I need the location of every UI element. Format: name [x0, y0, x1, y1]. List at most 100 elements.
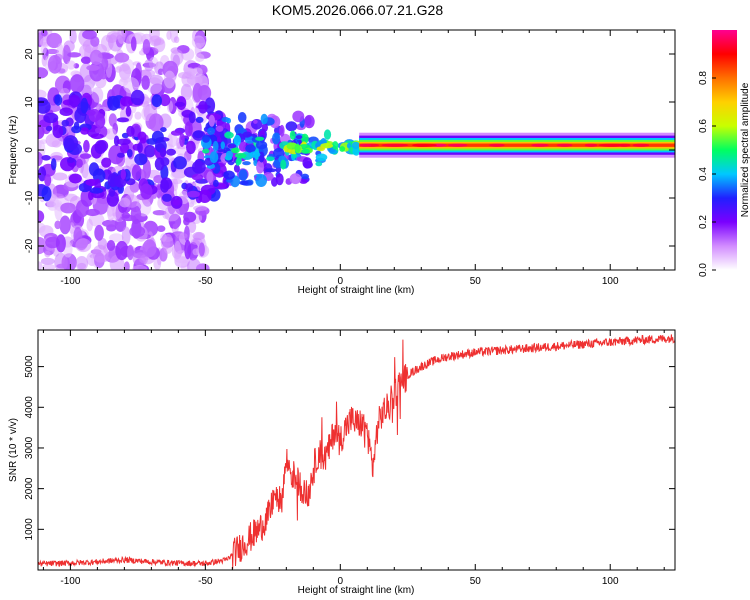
heatmap-cell: [44, 174, 52, 187]
heatmap-cell: [38, 124, 45, 140]
heatmap-cell: [52, 124, 64, 139]
heatmap-cell: [171, 244, 183, 260]
heatmap-cell: [255, 136, 265, 141]
heatmap-cell: [489, 143, 505, 147]
heatmap-cell: [146, 138, 158, 145]
heatmap-cell: [107, 95, 120, 111]
heatmap-cell: [265, 168, 277, 173]
heatmap-cell: [130, 89, 145, 106]
heatmap-cell: [208, 114, 215, 127]
heatmap-cell: [149, 30, 160, 42]
heatmap-cell: [64, 193, 78, 202]
heatmap-cell: [126, 125, 135, 137]
y-tick-label: 5000: [24, 355, 35, 378]
heatmap-cell: [107, 173, 119, 188]
heatmap-cell: [170, 130, 183, 136]
heatmap-cell: [45, 125, 53, 132]
heatmap-cell: [352, 146, 361, 156]
heatmap-cell: [71, 125, 82, 134]
heatmap-cell: [115, 240, 129, 261]
heatmap-cell: [137, 142, 143, 154]
colorbar-ticks: 0.0 0.2 0.4 0.6 0.8: [698, 71, 716, 277]
heatmap-cell: [134, 153, 148, 166]
x-tick-label: 0: [338, 276, 344, 287]
heatmap-cell: [166, 148, 176, 156]
heatmap-cell: [184, 239, 192, 260]
heatmap-cell: [231, 147, 240, 154]
heatmap-cell: [159, 147, 167, 158]
heatmap-cell: [206, 171, 214, 183]
heatmap-cell: [90, 133, 104, 140]
heatmap-cell: [173, 36, 180, 44]
heatmap-cell: [46, 32, 62, 49]
heatmap-cell: [245, 144, 256, 153]
spectrogram-x-axis-label: Height of straight line (km): [298, 285, 415, 296]
heatmap-cell: [159, 94, 171, 107]
colorbar-label: Normalized spectral amplitude: [740, 82, 750, 217]
heatmap-cell: [68, 173, 82, 184]
heatmap-cell: [38, 151, 43, 167]
heatmap-cell: [224, 131, 234, 139]
heatmap-cell: [220, 141, 225, 150]
heatmap-cell: [44, 250, 51, 258]
snr-panel: -100 -50 0 50 100 1000 2000 3000 4000 5000 Height…: [8, 329, 676, 596]
heatmap-cell: [130, 36, 137, 51]
heatmap-cell: [166, 30, 172, 40]
heatmap-cell: [61, 119, 70, 127]
heatmap-cell: [66, 157, 75, 163]
heatmap-cell: [45, 48, 59, 55]
heatmap-cell: [226, 117, 231, 124]
heatmap-cell: [193, 130, 204, 139]
heatmap-cell: [79, 153, 92, 159]
heatmap-cell: [235, 158, 241, 166]
heatmap-cell: [92, 168, 106, 183]
heatmap-cell: [116, 138, 131, 145]
x-tick-label: 50: [470, 276, 482, 287]
heatmap-cell: [126, 149, 133, 158]
heatmap-cell: [234, 152, 247, 159]
heatmap-cell: [80, 56, 92, 64]
heatmap-cell: [301, 173, 309, 180]
heatmap-cell: [132, 252, 148, 266]
heatmap-cell: [54, 94, 63, 106]
heatmap-cell: [148, 113, 164, 132]
heatmap-cell: [617, 143, 631, 147]
heatmap-cell: [41, 155, 51, 161]
heatmap-cell: [118, 63, 131, 81]
colorbar-tick-label: 0.0: [698, 263, 709, 277]
x-tick-label: 100: [602, 276, 619, 287]
heatmap-cell: [129, 225, 146, 238]
heatmap-cell: [38, 210, 45, 223]
heatmap-cell: [198, 189, 212, 203]
colorbar-gradient: [712, 30, 737, 270]
heatmap-cell: [253, 119, 258, 124]
heatmap-cell: [152, 210, 167, 216]
heatmap-cell: [556, 143, 573, 147]
heatmap-cell: [359, 143, 371, 147]
heatmap-cell: [54, 252, 68, 270]
heatmap-cell: [227, 143, 237, 149]
heatmap-cell: [123, 261, 130, 270]
heatmap-cell: [198, 242, 205, 257]
heatmap-cell: [332, 141, 339, 150]
heatmap-cell: [198, 100, 208, 114]
heatmap-cell: [255, 174, 267, 187]
heatmap-cell: [381, 143, 409, 147]
y-tick-label: -20: [24, 238, 35, 253]
heatmap-cell: [173, 156, 187, 170]
heatmap-cell: [42, 263, 56, 270]
heatmap-cell: [114, 66, 123, 73]
heatmap-cell: [249, 151, 261, 158]
heatmap-cell: [632, 143, 650, 147]
heatmap-cell: [149, 74, 164, 85]
y-tick-label: 20: [24, 48, 35, 60]
x-tick-label: 0: [338, 576, 344, 587]
heatmap-cell: [67, 52, 81, 58]
heatmap-cell: [280, 159, 287, 170]
heatmap-cell: [123, 77, 140, 94]
heatmap-cell: [91, 87, 104, 103]
heatmap-cell: [54, 220, 61, 230]
heatmap-cell: [41, 186, 52, 202]
heatmap-cell: [315, 161, 323, 167]
heatmap-cell: [192, 82, 203, 103]
